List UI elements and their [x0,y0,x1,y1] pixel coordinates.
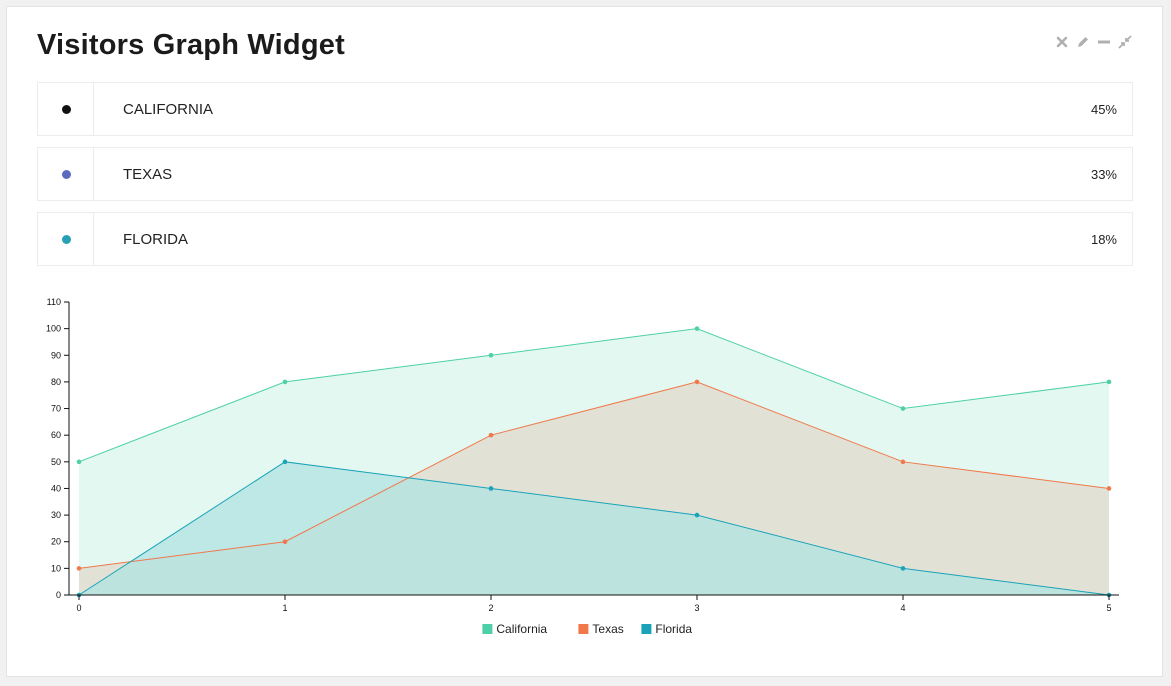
point-california [1106,379,1112,385]
x-tick-label: 2 [488,603,493,613]
point-texas [282,539,288,545]
state-label: CALIFORNIA [123,101,214,118]
area-florida [79,461,1109,595]
point-florida [488,486,494,491]
widget-title: Visitors Graph Widget [37,29,345,61]
y-tick-label: 10 [51,563,61,573]
edit-icon[interactable] [1076,35,1090,49]
visitors-area-chart: 0 10 20 30 40 50 60 70 80 90 100 110 0 1 2 3 4 5 Californi… [46,297,1119,636]
legend-label-texas: Texas [592,622,623,636]
state-label: FLORIDA [123,231,189,248]
y-tick-label: 0 [56,590,61,600]
legend-swatch-texas [578,624,589,634]
x-tick-label: 4 [900,603,905,613]
point-california [488,352,494,358]
point-florida [900,566,906,571]
close-icon[interactable] [1055,35,1069,49]
y-tick-label: 110 [47,297,61,307]
y-tick-label: 60 [51,430,61,440]
legend-swatch-florida [641,624,652,634]
widget-controls [1055,35,1132,49]
x-tick-label: 3 [694,603,699,613]
state-dot [62,170,71,179]
state-dot-cell [38,83,94,135]
line-california [78,328,1110,463]
point-florida [694,512,700,518]
state-row-california: CALIFORNIA 45% [37,82,1133,136]
state-row-florida: FLORIDA 18% [37,212,1133,266]
legend-label-florida: Florida [655,622,692,636]
state-dot-cell [38,213,94,265]
point-california [76,459,82,465]
line-florida [78,461,1110,596]
state-percent: 18% [1090,232,1117,247]
collapse-icon[interactable] [1118,35,1132,49]
x-tick-label: 0 [76,603,81,613]
x-tick-label: 5 [1106,603,1111,613]
state-row-texas: TEXAS 33% [37,147,1133,201]
point-california [282,379,288,385]
state-dot [62,235,71,244]
state-dot [62,105,71,114]
point-texas [694,379,700,385]
point-texas [76,566,82,571]
point-california [694,326,700,331]
line-texas [78,381,1110,569]
point-california [900,406,906,411]
state-percent: 33% [1090,167,1117,182]
y-tick-label: 40 [51,483,61,493]
y-tick-label: 80 [51,377,61,387]
y-tick-label: 90 [51,350,61,360]
legend-label-california: California [496,622,547,636]
point-texas [1106,486,1112,491]
point-texas [488,432,494,438]
y-tick-label: 70 [51,404,61,414]
state-percent: 45% [1090,102,1117,117]
y-tick-label: 100 [46,324,61,334]
state-label: TEXAS [123,166,173,183]
point-florida [282,459,288,465]
point-texas [900,459,906,465]
legend-swatch-california [482,624,493,634]
state-dot-cell [38,148,94,200]
y-tick-label: 50 [51,457,61,467]
visitors-graph-widget: Visitors Graph Widget CALIFORNIA 45% TEX… [6,6,1163,677]
y-tick-label: 30 [51,510,61,520]
x-tick-label: 1 [282,603,287,613]
y-tick-label: 20 [51,537,61,547]
minimize-icon[interactable] [1097,35,1111,49]
